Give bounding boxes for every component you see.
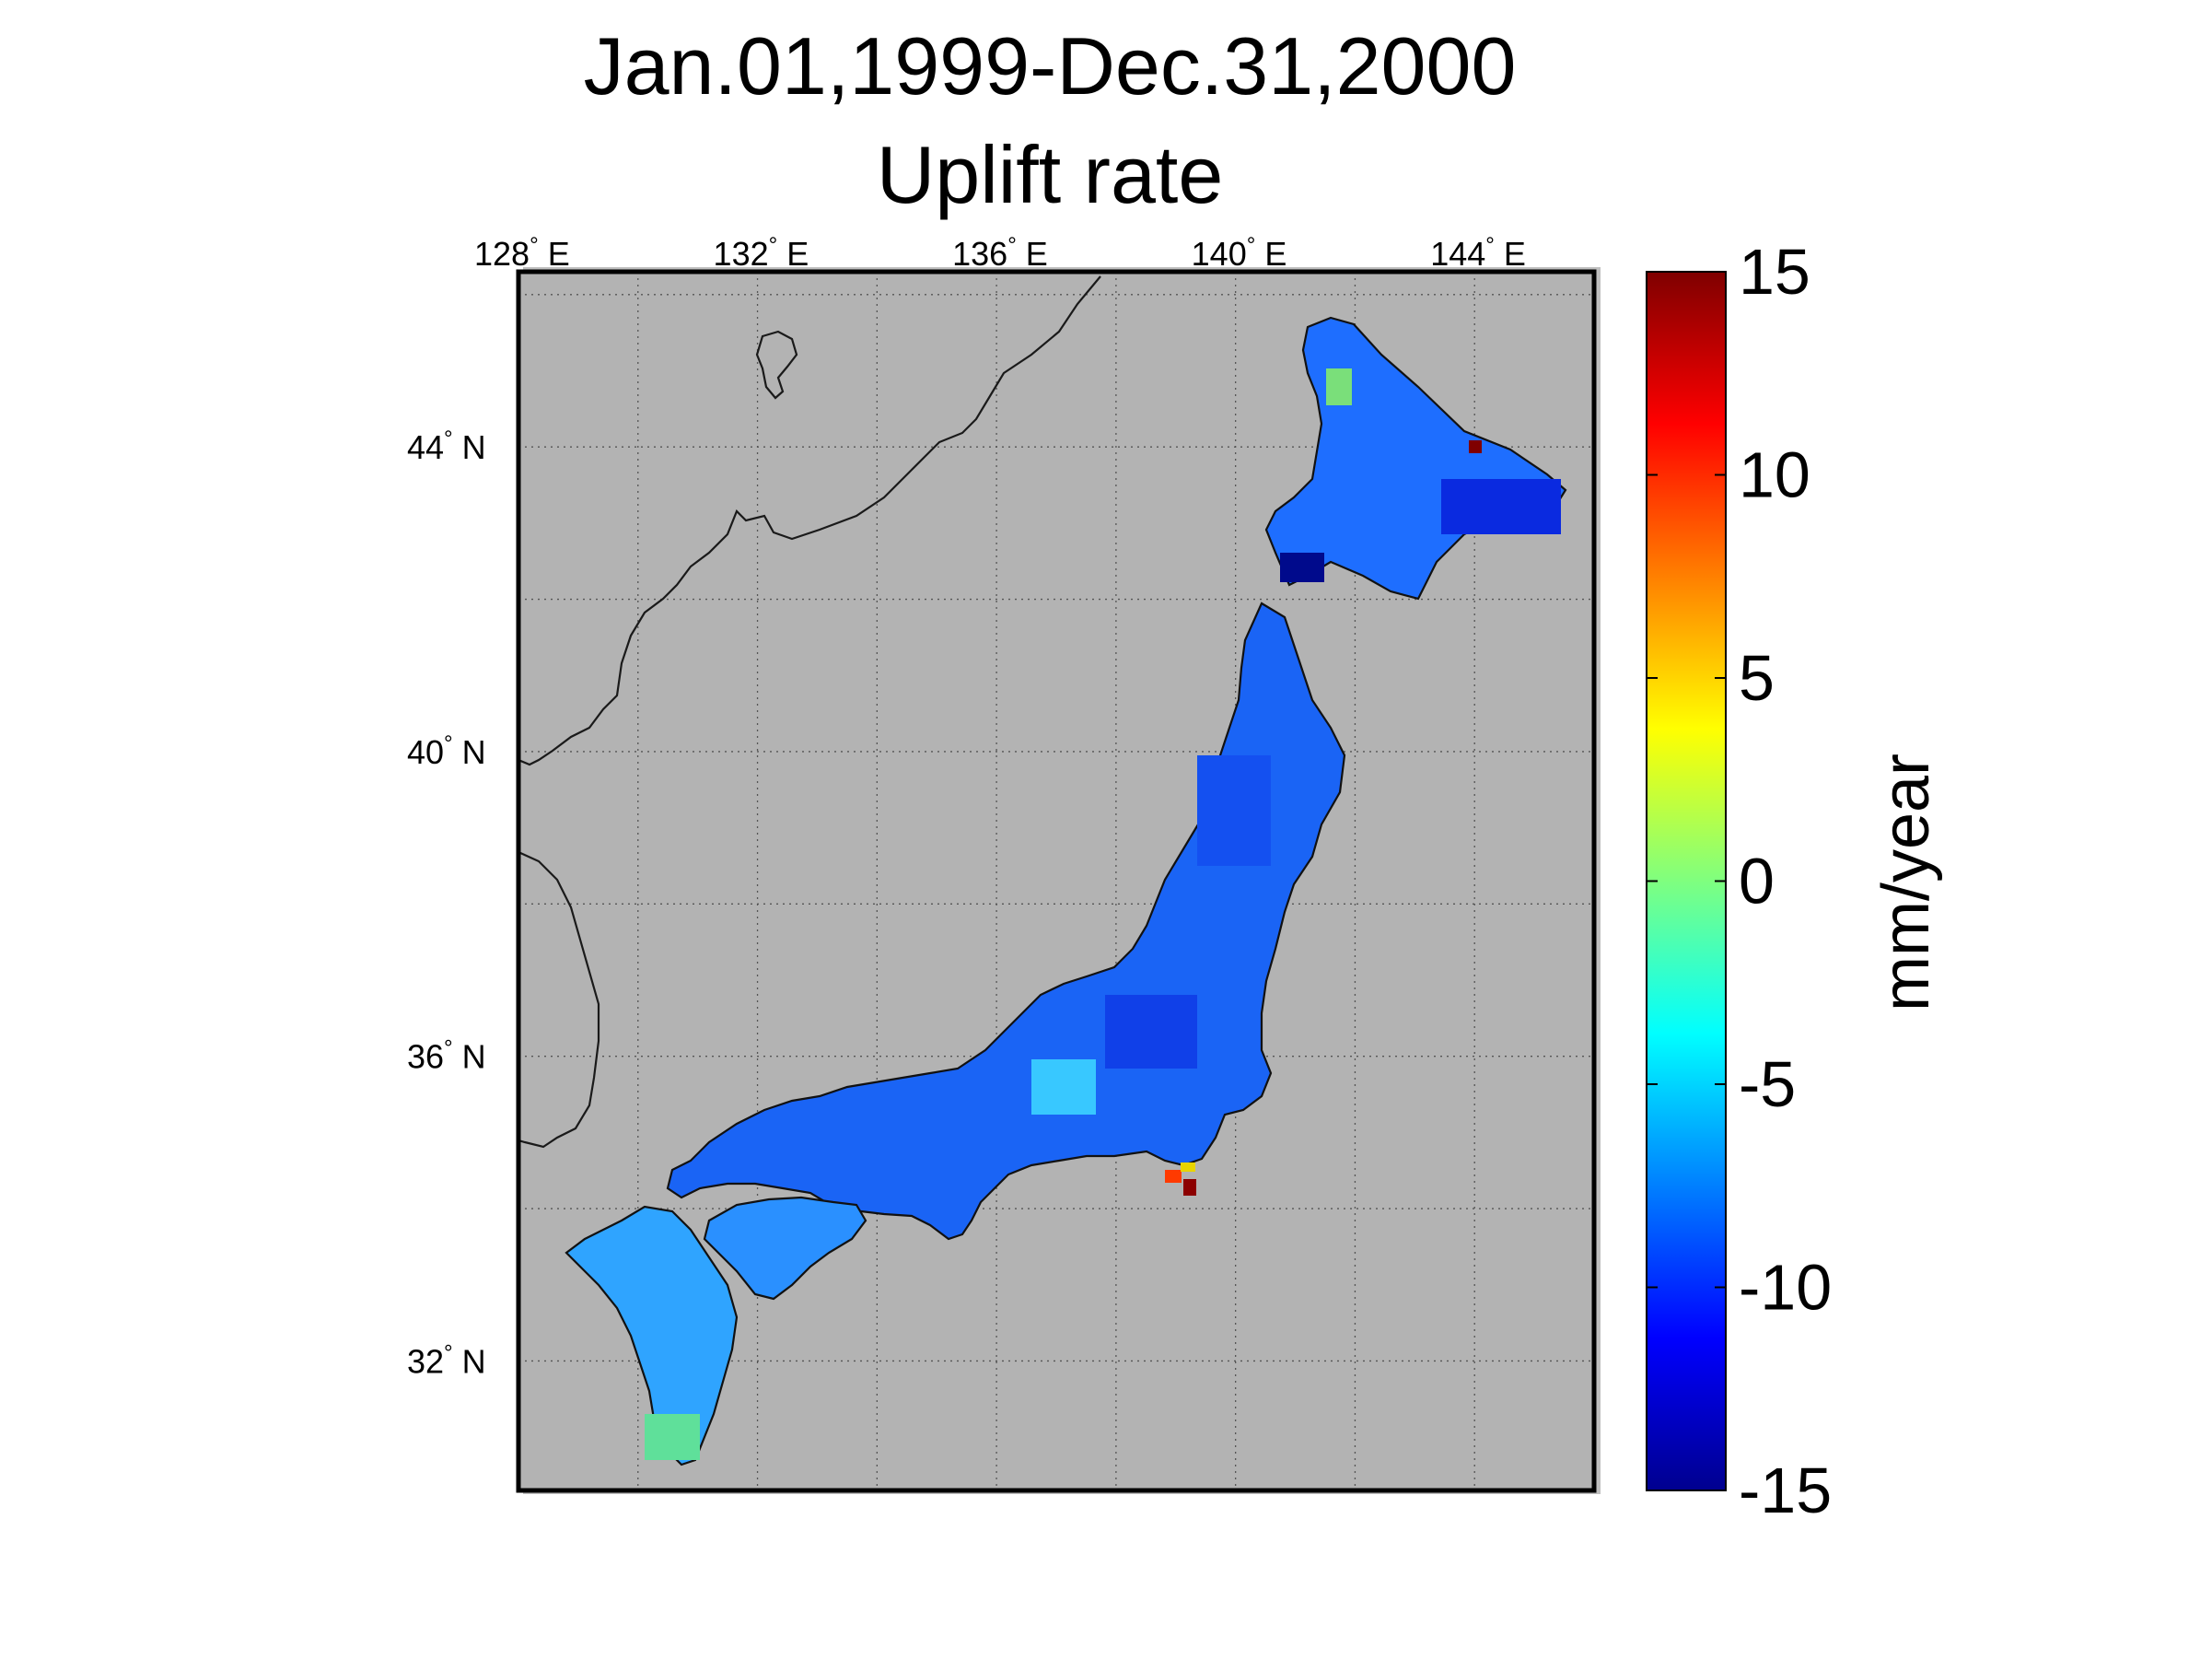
longitude-tick-label: 144° E: [1430, 233, 1526, 273]
shikoku-uplift: [703, 1196, 867, 1301]
hokkaido-max-uplift-cell: [1469, 440, 1482, 453]
kyushu-uplift: [565, 1205, 739, 1466]
colorbar-ticks: 15 10 5 0 -5 -10 -15: [1647, 236, 1832, 1526]
colorbar-tick-label: -10: [1739, 1252, 1832, 1324]
latitude-tick-label: 32° N: [407, 1340, 486, 1380]
hokkaido-west-patch: [1326, 368, 1352, 405]
longitude-tick-labels: 128° E 132° E 136° E 140° E 144° E: [474, 233, 1526, 273]
colorbar-tick-label: -15: [1739, 1455, 1832, 1526]
latitude-tick-labels: 44° N 40° N 36° N 32° N: [407, 426, 486, 1380]
colorbar: [1646, 271, 1727, 1491]
longitude-tick-label: 128° E: [474, 233, 570, 273]
longitude-tick-label: 132° E: [714, 233, 809, 273]
sakhalin-coastline: [755, 330, 798, 400]
deep-subsidence-patch: [1280, 553, 1324, 582]
colorbar-tick-label: 5: [1739, 642, 1775, 714]
map-title-variable: Uplift rate: [876, 129, 1224, 220]
korea-coastline: [518, 850, 600, 1149]
east-hokkaido-subsidence: [1441, 479, 1561, 534]
izu-uplift-cell-3: [1181, 1162, 1195, 1172]
asia-coastline: [518, 275, 1101, 766]
central-japan-patch: [1031, 1059, 1096, 1115]
colorbar-unit-label: mm/year: [1869, 754, 1943, 1011]
tohoku-patch: [1197, 755, 1271, 866]
longitude-tick-label: 136° E: [952, 233, 1048, 273]
map-frame: [516, 269, 1597, 1493]
izu-uplift-cell-1: [1165, 1170, 1182, 1183]
izu-uplift-cell-2: [1183, 1179, 1196, 1196]
colorbar-tick-label: 15: [1739, 236, 1810, 308]
longitude-tick-label: 140° E: [1192, 233, 1287, 273]
latitude-tick-label: 40° N: [407, 731, 486, 771]
kanto-patch: [1105, 995, 1197, 1069]
latitude-tick-label: 44° N: [407, 426, 486, 466]
latitude-tick-label: 36° N: [407, 1036, 486, 1076]
colorbar-tick-label: 0: [1739, 846, 1775, 917]
colorbar-tick-label: -5: [1739, 1048, 1796, 1120]
map-content: [518, 275, 1567, 1466]
colorbar-tick-label: 10: [1739, 439, 1810, 511]
kyushu-south-patch: [645, 1414, 700, 1460]
map-title-dates: Jan.01,1999-Dec.31,2000: [583, 20, 1517, 111]
